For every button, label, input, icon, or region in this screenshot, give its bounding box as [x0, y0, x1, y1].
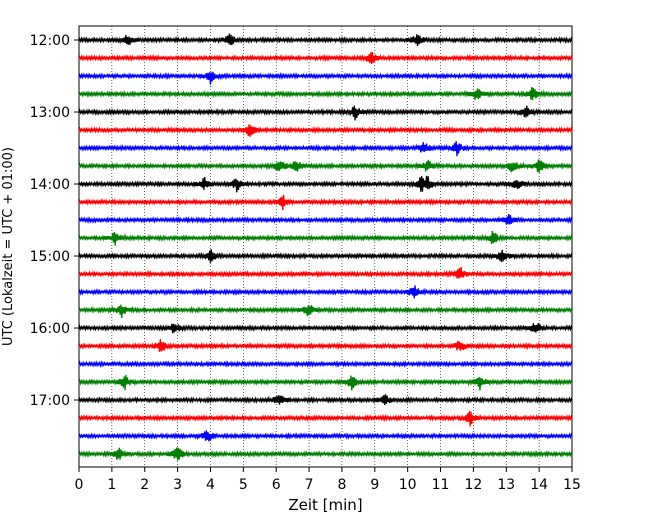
x-axis-label: Zeit [min]: [288, 496, 362, 514]
x-tick-label: 6: [272, 477, 281, 493]
trace-16:15: [78, 339, 573, 352]
x-tick-label: 8: [337, 477, 346, 493]
x-tick-label: 13: [497, 477, 515, 493]
y-tick-label: 15:00: [30, 249, 70, 265]
y-axis-label: UTC (Lokalzeit = UTC + 01:00): [1, 147, 16, 346]
x-tick-label: 1: [107, 477, 116, 493]
x-axis-ticks: 0 1 2 3 4 5 6 7 8 9 10 11 12 13 14 15: [75, 467, 581, 493]
trace-13:45: [78, 159, 573, 173]
trace-12:45: [78, 87, 573, 101]
trace-13:30: [78, 141, 573, 157]
trace-14:30: [78, 213, 573, 225]
y-tick-label: 16:00: [30, 321, 70, 337]
trace-17:45: [78, 447, 573, 461]
x-tick-label: 14: [530, 477, 548, 493]
trace-13:15: [78, 124, 573, 137]
x-tick-label: 3: [173, 477, 182, 493]
y-tick-label: 13:00: [30, 105, 70, 121]
trace-15:15: [78, 266, 573, 279]
trace-17:15: [78, 411, 573, 427]
trace-16:30: [78, 359, 573, 368]
x-tick-label: 4: [206, 477, 215, 493]
y-tick-label: 17:00: [30, 393, 70, 409]
x-tick-label: 5: [239, 477, 248, 493]
trace-14:15: [78, 195, 573, 210]
trace-17:30: [78, 430, 573, 442]
trace-12:15: [78, 51, 573, 64]
trace-17:00: [78, 394, 573, 406]
trace-15:00: [78, 249, 573, 263]
trace-12:30: [78, 71, 573, 85]
y-tick-label: 12:00: [30, 33, 70, 49]
plot-area: [78, 25, 573, 468]
trace-12:00: [78, 33, 573, 47]
x-tick-label: 15: [563, 477, 581, 493]
y-tick-label: 14:00: [30, 177, 70, 193]
x-tick-label: 7: [305, 477, 314, 493]
trace-15:45: [78, 304, 573, 318]
trace-16:45: [78, 374, 573, 391]
trace-16:00: [78, 323, 573, 334]
trace-15:30: [78, 285, 573, 299]
y-axis-ticks: 12:00 13:00 14:00 15:00 16:00 17:00: [30, 33, 79, 409]
x-tick-label: 9: [370, 477, 379, 493]
x-tick-label: 10: [399, 477, 417, 493]
trace-14:45: [78, 231, 573, 246]
x-tick-label: 2: [140, 477, 149, 493]
trace-13:00: [78, 105, 573, 121]
seismic-traces: [78, 33, 573, 461]
trace-14:00: [78, 175, 573, 193]
x-tick-label: 0: [75, 477, 84, 493]
x-tick-label: 11: [432, 477, 450, 493]
x-tick-label: 12: [464, 477, 482, 493]
